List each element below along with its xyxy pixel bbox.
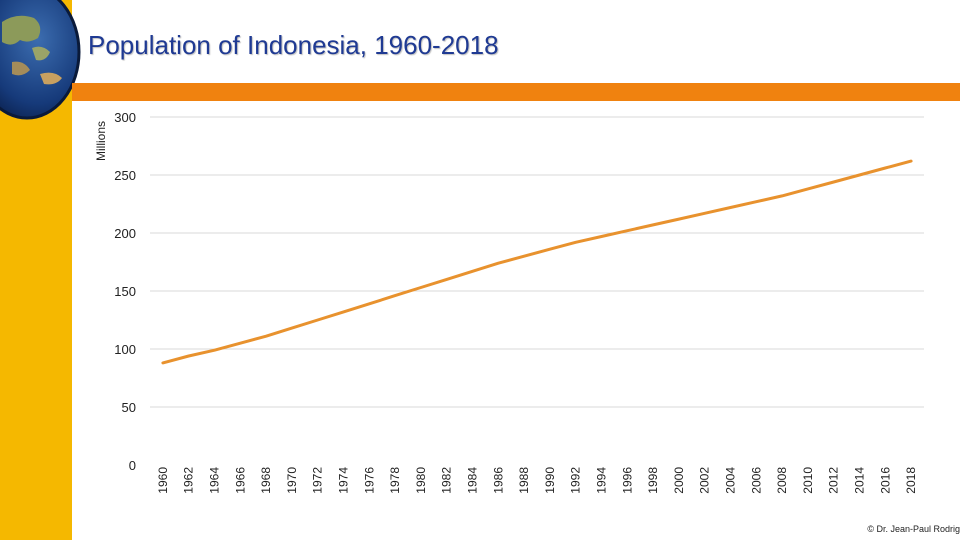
header-accent-bar bbox=[72, 83, 960, 101]
x-tick-label: 1988 bbox=[517, 467, 531, 494]
chart-title: Population of Indonesia, 1960-2018 bbox=[88, 30, 499, 60]
y-tick-label: 0 bbox=[129, 458, 136, 473]
x-tick-label: 2002 bbox=[698, 467, 712, 494]
y-tick-label: 200 bbox=[114, 226, 136, 241]
x-tick-label: 1994 bbox=[595, 467, 609, 494]
x-tick-label: 1978 bbox=[388, 467, 402, 494]
x-tick-label: 1986 bbox=[491, 467, 505, 494]
x-tick-label: 1960 bbox=[156, 467, 170, 494]
x-tick-label: 2012 bbox=[827, 467, 841, 494]
x-tick-label: 1980 bbox=[414, 467, 428, 494]
x-tick-label: 1990 bbox=[543, 467, 557, 494]
y-tick-label: 300 bbox=[114, 110, 136, 125]
x-tick-label: 2004 bbox=[724, 467, 738, 494]
y-tick-label: 150 bbox=[114, 284, 136, 299]
x-tick-label: 1992 bbox=[569, 467, 583, 494]
x-tick-label: 2018 bbox=[904, 467, 918, 494]
x-tick-label: 1984 bbox=[466, 467, 480, 494]
series-line bbox=[161, 159, 913, 365]
x-tick-label: 1996 bbox=[620, 467, 634, 494]
x-tick-label: 2006 bbox=[749, 467, 763, 494]
x-tick-label: 1964 bbox=[208, 467, 222, 494]
x-tick-label: 1982 bbox=[440, 467, 454, 494]
x-tick-label: 1974 bbox=[337, 467, 351, 494]
x-tick-label: 2008 bbox=[775, 467, 789, 494]
x-tick-label: 1998 bbox=[646, 467, 660, 494]
x-tick-label: 1966 bbox=[233, 467, 247, 494]
globe-icon bbox=[0, 0, 81, 120]
x-tick-label: 1976 bbox=[362, 467, 376, 494]
y-tick-label: 250 bbox=[114, 168, 136, 183]
y-axis-label: Millions bbox=[94, 121, 108, 161]
x-tick-label: 2000 bbox=[672, 467, 686, 494]
x-tick-label: 2010 bbox=[801, 467, 815, 494]
x-tick-label: 2014 bbox=[853, 467, 867, 494]
y-tick-label: 50 bbox=[122, 400, 136, 415]
copyright-credit: © Dr. Jean-Paul Rodrig bbox=[867, 524, 960, 534]
x-tick-label: 1972 bbox=[311, 467, 325, 494]
x-tick-label: 2016 bbox=[878, 467, 892, 494]
x-tick-label: 1970 bbox=[285, 467, 299, 494]
x-tick-label: 1968 bbox=[259, 467, 273, 494]
x-tick-label: 1962 bbox=[182, 467, 196, 494]
y-tick-label: 100 bbox=[114, 342, 136, 357]
